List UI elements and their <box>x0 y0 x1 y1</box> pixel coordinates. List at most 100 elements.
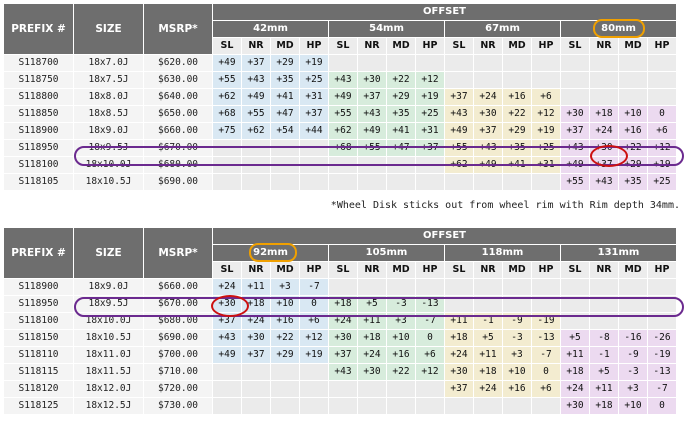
offset-cell: +18 <box>445 330 473 346</box>
size-cell: 18x9.0J <box>74 279 143 295</box>
offset-cell: +62 <box>242 123 270 139</box>
offset-cell: -7 <box>648 381 676 397</box>
empty-cell <box>387 398 415 414</box>
prefix-cell: S118150 <box>4 330 73 346</box>
sub-header-md: MD <box>503 38 531 54</box>
offset-cell: +19 <box>300 55 328 71</box>
offset-cell: +68 <box>329 140 357 156</box>
offset-cell: +5 <box>474 330 502 346</box>
header-row: PREFIX # SIZE MSRP* OFFSET <box>4 4 676 54</box>
offset-cell: +37 <box>242 55 270 71</box>
offset-cell: +37 <box>474 123 502 139</box>
table-row: S118900 18x9.0J $660.00 +75 +62 +54 +44 +62 +49 +… <box>4 123 676 139</box>
offset-header: OFFSET <box>213 4 676 20</box>
sub-header-sl: SL <box>213 262 241 278</box>
offset-group-131mm: 131mm <box>561 245 676 261</box>
empty-cell <box>242 364 270 380</box>
offset-cell: +37 <box>445 381 473 397</box>
offset-cell: +35 <box>387 106 415 122</box>
sub-header-sl: SL <box>213 38 241 54</box>
empty-cell <box>358 157 386 173</box>
sub-header-row: SL NR MD HP SL NR MD HP SL NR MD HP SL NR MD HP <box>4 262 676 278</box>
offset-cell: +55 <box>329 106 357 122</box>
offset-header: OFFSET <box>213 228 676 244</box>
empty-cell <box>416 157 444 173</box>
offset-cell: +12 <box>416 72 444 88</box>
offset-cell: +22 <box>387 72 415 88</box>
offset-cell: -9 <box>503 313 531 329</box>
table-row: S118700 18x7.0J $620.00 +49 +37 +29 +19 <box>4 55 676 71</box>
empty-cell <box>300 364 328 380</box>
sub-header-nr: NR <box>358 262 386 278</box>
offset-cell: +31 <box>416 123 444 139</box>
offset-cell: +3 <box>271 279 299 295</box>
empty-cell <box>300 398 328 414</box>
offset-cell: +24 <box>358 347 386 363</box>
msrp-header: MSRP* <box>144 228 212 278</box>
offset-cell: +55 <box>561 174 589 190</box>
offset-cell: +24 <box>242 313 270 329</box>
offset-cell: +55 <box>358 140 386 156</box>
empty-cell <box>474 279 502 295</box>
offset-cell: -7 <box>532 347 560 363</box>
empty-cell <box>590 55 618 71</box>
offset-group-42mm: 42mm <box>213 21 328 37</box>
offset-cell: +49 <box>474 157 502 173</box>
empty-cell <box>387 381 415 397</box>
empty-cell <box>648 89 676 105</box>
offset-cell: +35 <box>271 72 299 88</box>
offset-cell: +24 <box>561 381 589 397</box>
msrp-cell: $700.00 <box>144 347 212 363</box>
empty-cell <box>474 55 502 71</box>
prefix-cell: S118125 <box>4 398 73 414</box>
sub-header-md: MD <box>619 262 647 278</box>
offset-cell: +41 <box>387 123 415 139</box>
empty-cell <box>561 72 589 88</box>
offset-cell: 0 <box>416 330 444 346</box>
empty-cell <box>329 279 357 295</box>
empty-cell <box>329 174 357 190</box>
empty-cell <box>387 55 415 71</box>
prefix-cell: S118800 <box>4 89 73 105</box>
offset-cell: +37 <box>561 123 589 139</box>
offset-cell: +18 <box>358 330 386 346</box>
offset-cell: +24 <box>213 279 241 295</box>
offset-cell: +43 <box>474 140 502 156</box>
offset-cell: +43 <box>590 174 618 190</box>
offset-cell: +19 <box>416 89 444 105</box>
empty-cell <box>213 398 241 414</box>
sub-header-hp: HP <box>648 38 676 54</box>
table-row: S118950 18x9.5J $670.00 +30 +18 +10 0 +18 +5 -3 -1… <box>4 296 676 312</box>
offset-cell: +30 <box>358 364 386 380</box>
msrp-header: MSRP* <box>144 4 212 54</box>
empty-cell <box>358 398 386 414</box>
sub-header-nr: NR <box>474 262 502 278</box>
empty-cell <box>358 381 386 397</box>
empty-cell <box>271 381 299 397</box>
offset-cell: -9 <box>619 347 647 363</box>
offset-cell: +16 <box>619 123 647 139</box>
prefix-cell: S118100 <box>4 313 73 329</box>
offset-cell: +12 <box>648 140 676 156</box>
msrp-cell: $660.00 <box>144 279 212 295</box>
empty-cell <box>213 364 241 380</box>
offset-cell: +18 <box>242 296 270 312</box>
table-row: S118100 18x10.0J $680.00 +62 +49 +41 +31 +49 +37… <box>4 157 676 173</box>
empty-cell <box>213 174 241 190</box>
offset-cell: +12 <box>300 330 328 346</box>
prefix-header: PREFIX # <box>4 228 73 278</box>
offset-cell: +22 <box>503 106 531 122</box>
empty-cell <box>242 140 270 156</box>
offset-cell: +18 <box>590 398 618 414</box>
empty-cell <box>561 55 589 71</box>
offset-cell: +43 <box>329 364 357 380</box>
sub-header-row: SL NR MD HP SL NR MD HP SL NR MD HP SL NR MD HP <box>4 38 676 54</box>
msrp-cell: $650.00 <box>144 106 212 122</box>
size-cell: 18x10.0J <box>74 313 143 329</box>
empty-cell <box>532 296 560 312</box>
offset-group-118mm: 118mm <box>445 245 560 261</box>
offset-cell: +30 <box>590 140 618 156</box>
offset-cell: +54 <box>271 123 299 139</box>
offset-cell: -3 <box>503 330 531 346</box>
size-cell: 18x12.0J <box>74 381 143 397</box>
